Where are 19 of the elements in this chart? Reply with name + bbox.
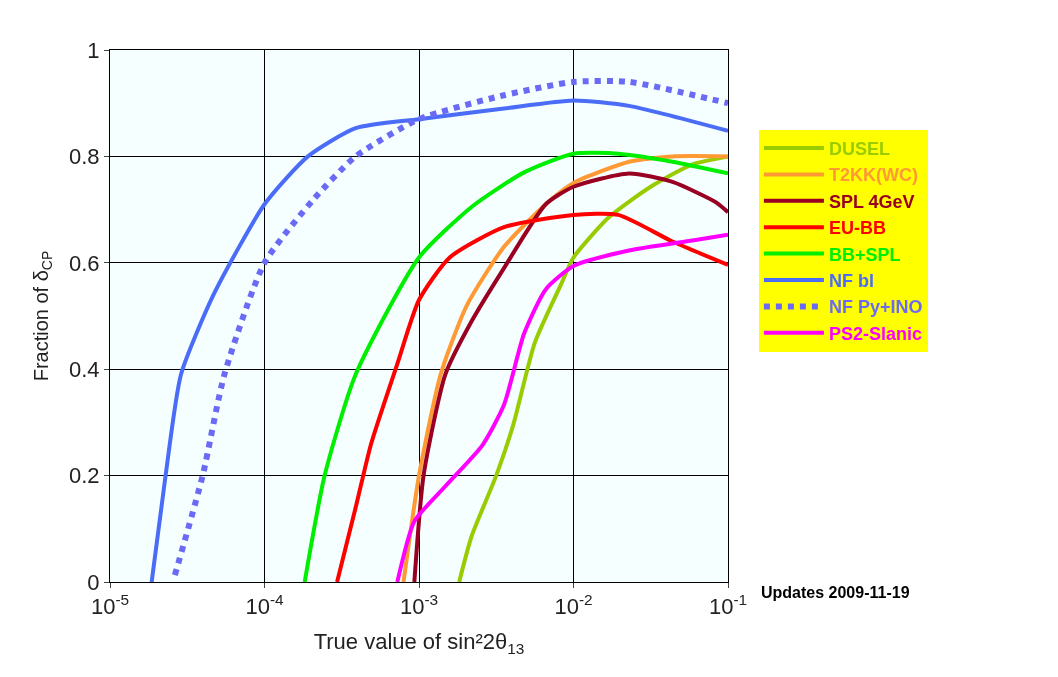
legend-label: EU-BB	[828, 218, 886, 239]
x-tick-label: 10$^{-2}$	[554, 591, 593, 620]
y-tick-label: 1	[87, 37, 100, 63]
legend-label: NF bl	[828, 271, 874, 292]
legend-label: DUSEL	[828, 139, 890, 160]
x-tick-label: 10$^{-4}$	[245, 591, 285, 620]
y-tick-label: 0.2	[69, 463, 100, 489]
y-tick-label: 0.6	[69, 250, 100, 276]
y-tick-label: 0.4	[69, 356, 100, 382]
legend-label: PS2-Slanic	[828, 323, 922, 344]
x-tick-label: 10$^{-1}$	[708, 591, 748, 620]
legend-label: SPL 4GeV	[828, 191, 915, 212]
x-tick-label: 10$^{-3}$	[399, 591, 439, 620]
y-tick-label: 0.8	[69, 144, 100, 170]
text: Updates 2009-11-19	[761, 584, 910, 601]
legend-label: T2KK(WC)	[828, 165, 918, 186]
legend-label: BB+SPL	[828, 244, 901, 265]
x-axis-title: True value of sin²2θ$_{13}$	[313, 629, 525, 657]
legend-label: NF Py+INO	[828, 297, 923, 318]
